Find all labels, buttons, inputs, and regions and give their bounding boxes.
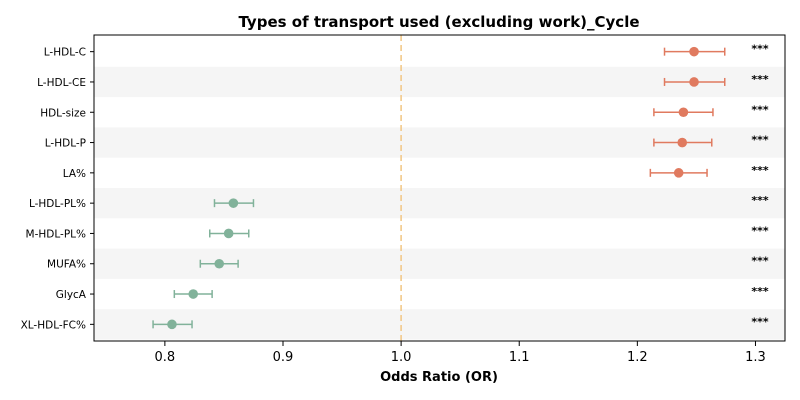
category-label: HDL-size [40,107,86,119]
category-label: LA% [63,168,86,180]
data-point [678,107,689,118]
row-bands [94,66,785,340]
plot-frame [93,34,786,342]
category-label: L-HDL-P [45,138,86,150]
significance-labels: *** *** *** *** *** *** *** *** *** *** [751,43,769,329]
x-axis-label: Odds Ratio (OR) [380,370,498,385]
data-point [214,258,225,269]
category-labels: L-HDL-C L-HDL-CE HDL-size L-HDL-P LA% L-HDL-P… [21,47,94,331]
x-tick-label: 1.2 [627,350,648,365]
x-tick-label: 1.1 [509,350,530,365]
row-band [94,248,785,279]
x-axis: 0.8 0.9 1.0 1.1 1.2 1.3 [155,341,766,365]
significance-label: *** [751,43,769,56]
data-marks [152,46,726,330]
data-point [223,228,234,239]
category-label: L-HDL-CE [37,77,86,89]
significance-label: *** [751,73,769,86]
significance-label: *** [751,164,769,177]
data-point [677,137,688,148]
significance-label: *** [751,103,769,116]
significance-label: *** [751,315,769,328]
row-band [94,309,785,340]
row-band [94,188,785,219]
x-tick-label: 0.9 [273,350,294,365]
data-point [689,46,699,57]
data-point [673,168,684,178]
significance-label: *** [751,194,769,207]
category-label: GlycA [56,289,87,301]
significance-label: *** [751,224,769,237]
data-point [188,289,199,299]
chart-title: Types of transport used (excluding work)… [238,13,639,31]
x-tick-label: 1.3 [745,350,766,365]
category-label: M-HDL-PL% [26,228,86,240]
category-label: XL-HDL-FC% [21,319,86,331]
significance-label: *** [751,255,769,268]
x-tick-label: 0.8 [155,350,176,365]
data-point [228,198,239,208]
data-point [689,77,699,87]
significance-label: *** [751,134,769,147]
significance-label: *** [751,285,769,298]
category-label: L-HDL-PL% [29,198,86,210]
data-point [167,319,177,330]
category-label: MUFA% [47,259,86,271]
x-tick-label: 1.0 [391,350,412,365]
category-label: L-HDL-C [44,47,86,59]
